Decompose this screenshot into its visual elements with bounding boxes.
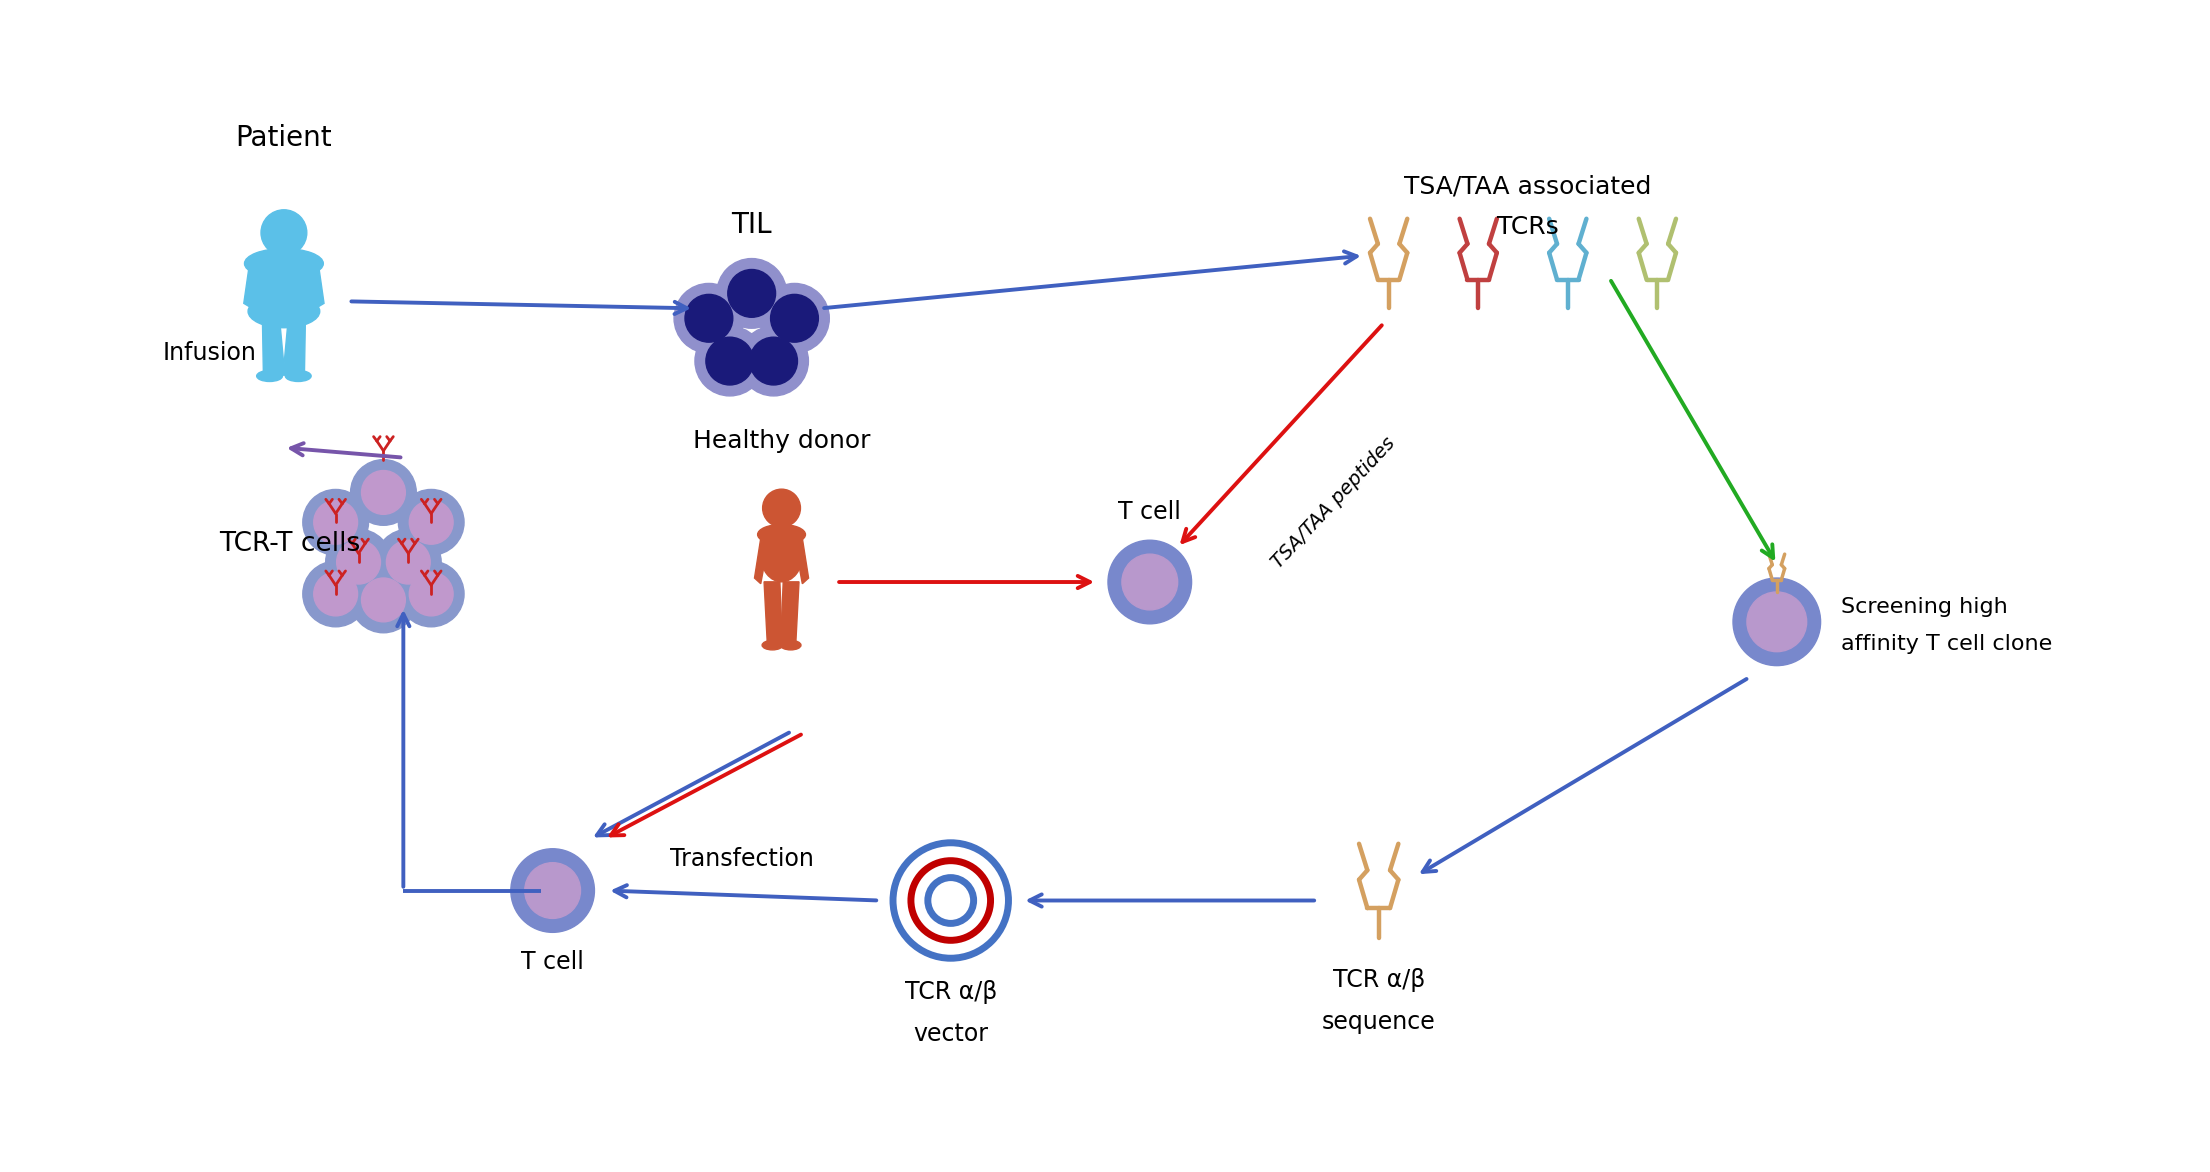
- Ellipse shape: [256, 370, 283, 381]
- Text: vector: vector: [913, 1022, 988, 1045]
- Text: Infusion: Infusion: [161, 341, 256, 366]
- Text: TIL: TIL: [732, 211, 771, 239]
- Circle shape: [1107, 540, 1191, 624]
- Text: Screening high: Screening high: [1841, 597, 2009, 616]
- Circle shape: [362, 578, 404, 622]
- Circle shape: [511, 849, 594, 933]
- Polygon shape: [754, 538, 767, 584]
- Polygon shape: [307, 264, 325, 309]
- Ellipse shape: [245, 248, 323, 279]
- Polygon shape: [263, 319, 285, 375]
- Ellipse shape: [762, 640, 782, 650]
- Text: TSA/TAA associated: TSA/TAA associated: [1403, 175, 1651, 199]
- Ellipse shape: [248, 295, 320, 328]
- Text: Transfection: Transfection: [670, 846, 813, 871]
- Circle shape: [362, 470, 404, 515]
- Circle shape: [376, 530, 442, 595]
- Circle shape: [685, 294, 734, 342]
- Circle shape: [524, 863, 581, 919]
- Text: TCRs: TCRs: [1496, 214, 1558, 239]
- Text: Patient: Patient: [236, 124, 332, 152]
- Ellipse shape: [780, 640, 800, 650]
- Text: TCR α/β: TCR α/β: [1333, 968, 1425, 993]
- Circle shape: [694, 326, 765, 396]
- Circle shape: [409, 572, 453, 615]
- Text: TCR-T cells: TCR-T cells: [219, 531, 360, 557]
- Circle shape: [398, 490, 464, 556]
- Ellipse shape: [760, 529, 802, 581]
- Ellipse shape: [758, 525, 804, 545]
- Circle shape: [716, 259, 787, 328]
- Circle shape: [387, 540, 431, 584]
- Ellipse shape: [248, 259, 320, 319]
- Ellipse shape: [285, 370, 312, 381]
- Text: T cell: T cell: [522, 950, 583, 974]
- Circle shape: [303, 561, 369, 627]
- Text: TCR α/β: TCR α/β: [904, 980, 997, 1004]
- Polygon shape: [765, 581, 782, 642]
- Circle shape: [1733, 578, 1821, 666]
- Text: TSA/TAA peptides: TSA/TAA peptides: [1269, 434, 1399, 572]
- Polygon shape: [796, 538, 809, 584]
- Circle shape: [351, 567, 415, 633]
- Circle shape: [727, 270, 776, 318]
- Circle shape: [1746, 592, 1806, 652]
- Circle shape: [762, 489, 800, 527]
- Polygon shape: [278, 250, 290, 255]
- Circle shape: [738, 326, 809, 396]
- Circle shape: [303, 490, 369, 556]
- Circle shape: [314, 500, 358, 544]
- Text: T cell: T cell: [1118, 500, 1180, 524]
- Text: affinity T cell clone: affinity T cell clone: [1841, 634, 2053, 654]
- Circle shape: [325, 530, 391, 595]
- Circle shape: [351, 459, 415, 525]
- Circle shape: [674, 284, 745, 353]
- Circle shape: [398, 561, 464, 627]
- Circle shape: [314, 572, 358, 615]
- Circle shape: [336, 540, 380, 584]
- Text: sequence: sequence: [1322, 1010, 1436, 1034]
- Circle shape: [1123, 554, 1178, 609]
- Circle shape: [771, 294, 818, 342]
- Polygon shape: [283, 319, 305, 375]
- Polygon shape: [780, 581, 800, 642]
- Circle shape: [261, 210, 307, 255]
- Polygon shape: [243, 264, 261, 309]
- Circle shape: [705, 338, 754, 384]
- Circle shape: [749, 338, 798, 384]
- Text: Healthy donor: Healthy donor: [692, 429, 871, 452]
- Circle shape: [409, 500, 453, 544]
- Circle shape: [760, 284, 829, 353]
